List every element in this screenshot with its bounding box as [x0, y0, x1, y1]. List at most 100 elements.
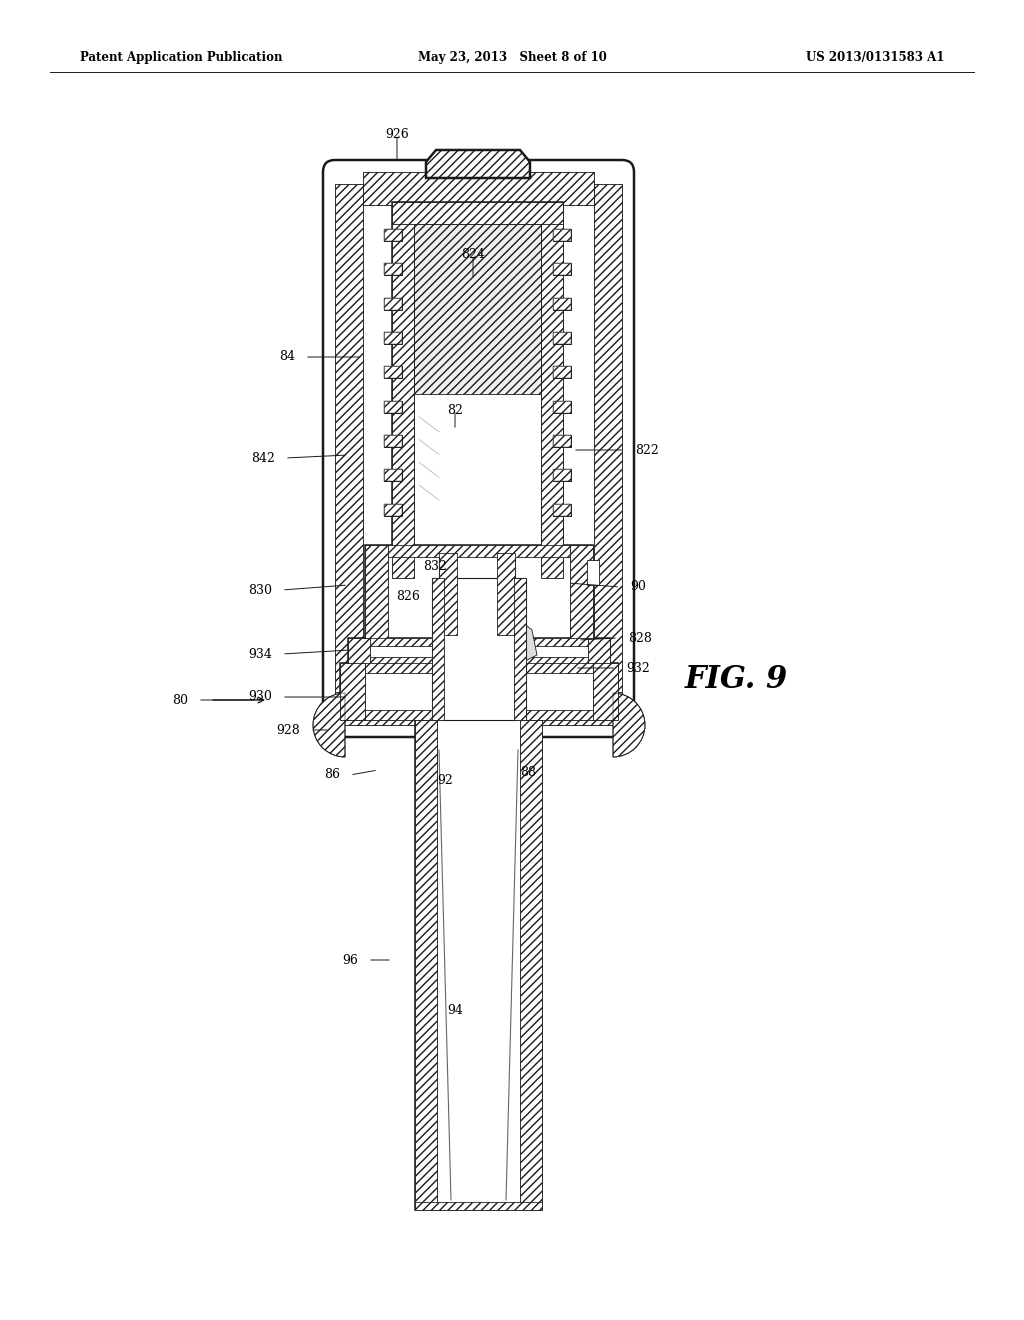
- Bar: [541, 202, 563, 578]
- Text: 934: 934: [248, 648, 272, 660]
- Bar: [365, 710, 593, 719]
- Bar: [392, 202, 563, 224]
- Bar: [384, 504, 402, 516]
- Bar: [365, 545, 593, 640]
- Bar: [593, 663, 618, 719]
- Bar: [541, 202, 563, 578]
- Bar: [594, 183, 622, 713]
- Bar: [553, 436, 571, 447]
- Bar: [384, 263, 402, 276]
- Bar: [384, 436, 402, 447]
- Bar: [432, 578, 526, 719]
- Bar: [553, 504, 571, 516]
- Bar: [370, 638, 588, 645]
- Text: 928: 928: [276, 723, 300, 737]
- Bar: [415, 1203, 542, 1210]
- Bar: [362, 172, 594, 205]
- Text: 842: 842: [251, 451, 275, 465]
- Bar: [388, 545, 570, 557]
- Bar: [365, 710, 593, 719]
- Bar: [370, 657, 588, 665]
- Bar: [384, 470, 402, 482]
- Text: 832: 832: [423, 560, 446, 573]
- Bar: [388, 545, 570, 557]
- Bar: [553, 401, 571, 413]
- Bar: [594, 183, 622, 713]
- Bar: [335, 692, 622, 725]
- Text: 94: 94: [447, 1003, 463, 1016]
- Text: 828: 828: [628, 631, 652, 644]
- Bar: [553, 436, 571, 447]
- Text: 86: 86: [324, 768, 340, 781]
- Text: Patent Application Publication: Patent Application Publication: [80, 51, 283, 65]
- Bar: [514, 578, 526, 719]
- Bar: [392, 202, 563, 224]
- Bar: [553, 333, 571, 345]
- Bar: [384, 470, 402, 482]
- Bar: [370, 657, 588, 665]
- Bar: [335, 183, 362, 713]
- Bar: [570, 545, 593, 640]
- Bar: [384, 263, 402, 276]
- Bar: [384, 228, 402, 242]
- Bar: [362, 172, 594, 205]
- Bar: [348, 638, 370, 665]
- Bar: [588, 638, 610, 665]
- Wedge shape: [613, 693, 645, 756]
- Polygon shape: [426, 150, 530, 178]
- Bar: [414, 224, 541, 578]
- Text: 824: 824: [461, 248, 485, 261]
- Bar: [384, 401, 402, 413]
- Bar: [365, 545, 388, 640]
- Wedge shape: [313, 693, 345, 756]
- Text: 830: 830: [248, 583, 272, 597]
- Bar: [384, 401, 402, 413]
- Bar: [553, 333, 571, 345]
- Text: 826: 826: [396, 590, 420, 602]
- Bar: [370, 638, 588, 645]
- Bar: [553, 298, 571, 310]
- Bar: [384, 298, 402, 310]
- Bar: [384, 470, 402, 482]
- Bar: [553, 401, 571, 413]
- Text: 926: 926: [385, 128, 409, 141]
- Text: 80: 80: [172, 693, 188, 706]
- Bar: [365, 663, 593, 673]
- Bar: [384, 436, 402, 447]
- Bar: [335, 692, 622, 725]
- FancyBboxPatch shape: [323, 160, 634, 737]
- Bar: [587, 560, 599, 585]
- Bar: [553, 470, 571, 482]
- Bar: [384, 367, 402, 379]
- Text: 82: 82: [447, 404, 463, 417]
- Bar: [553, 228, 571, 242]
- Bar: [392, 202, 414, 578]
- Bar: [514, 578, 526, 719]
- Bar: [340, 663, 365, 719]
- Text: 930: 930: [248, 690, 272, 704]
- Text: 90: 90: [630, 581, 646, 594]
- Text: 96: 96: [342, 953, 358, 966]
- Bar: [392, 202, 414, 578]
- Text: 822: 822: [635, 444, 658, 457]
- Bar: [553, 504, 571, 516]
- Bar: [553, 367, 571, 379]
- Bar: [384, 298, 402, 310]
- Bar: [497, 553, 515, 635]
- Text: US 2013/0131583 A1: US 2013/0131583 A1: [806, 51, 944, 65]
- Bar: [384, 333, 402, 345]
- Bar: [553, 401, 571, 413]
- Bar: [348, 638, 610, 665]
- Bar: [415, 719, 542, 1210]
- Bar: [553, 263, 571, 276]
- Bar: [609, 168, 627, 185]
- Bar: [384, 401, 402, 413]
- Bar: [348, 638, 370, 665]
- Bar: [553, 367, 571, 379]
- Bar: [340, 663, 618, 719]
- Bar: [553, 263, 571, 276]
- Bar: [553, 228, 571, 242]
- Bar: [432, 578, 444, 719]
- Bar: [415, 1203, 542, 1210]
- Text: 84: 84: [279, 351, 295, 363]
